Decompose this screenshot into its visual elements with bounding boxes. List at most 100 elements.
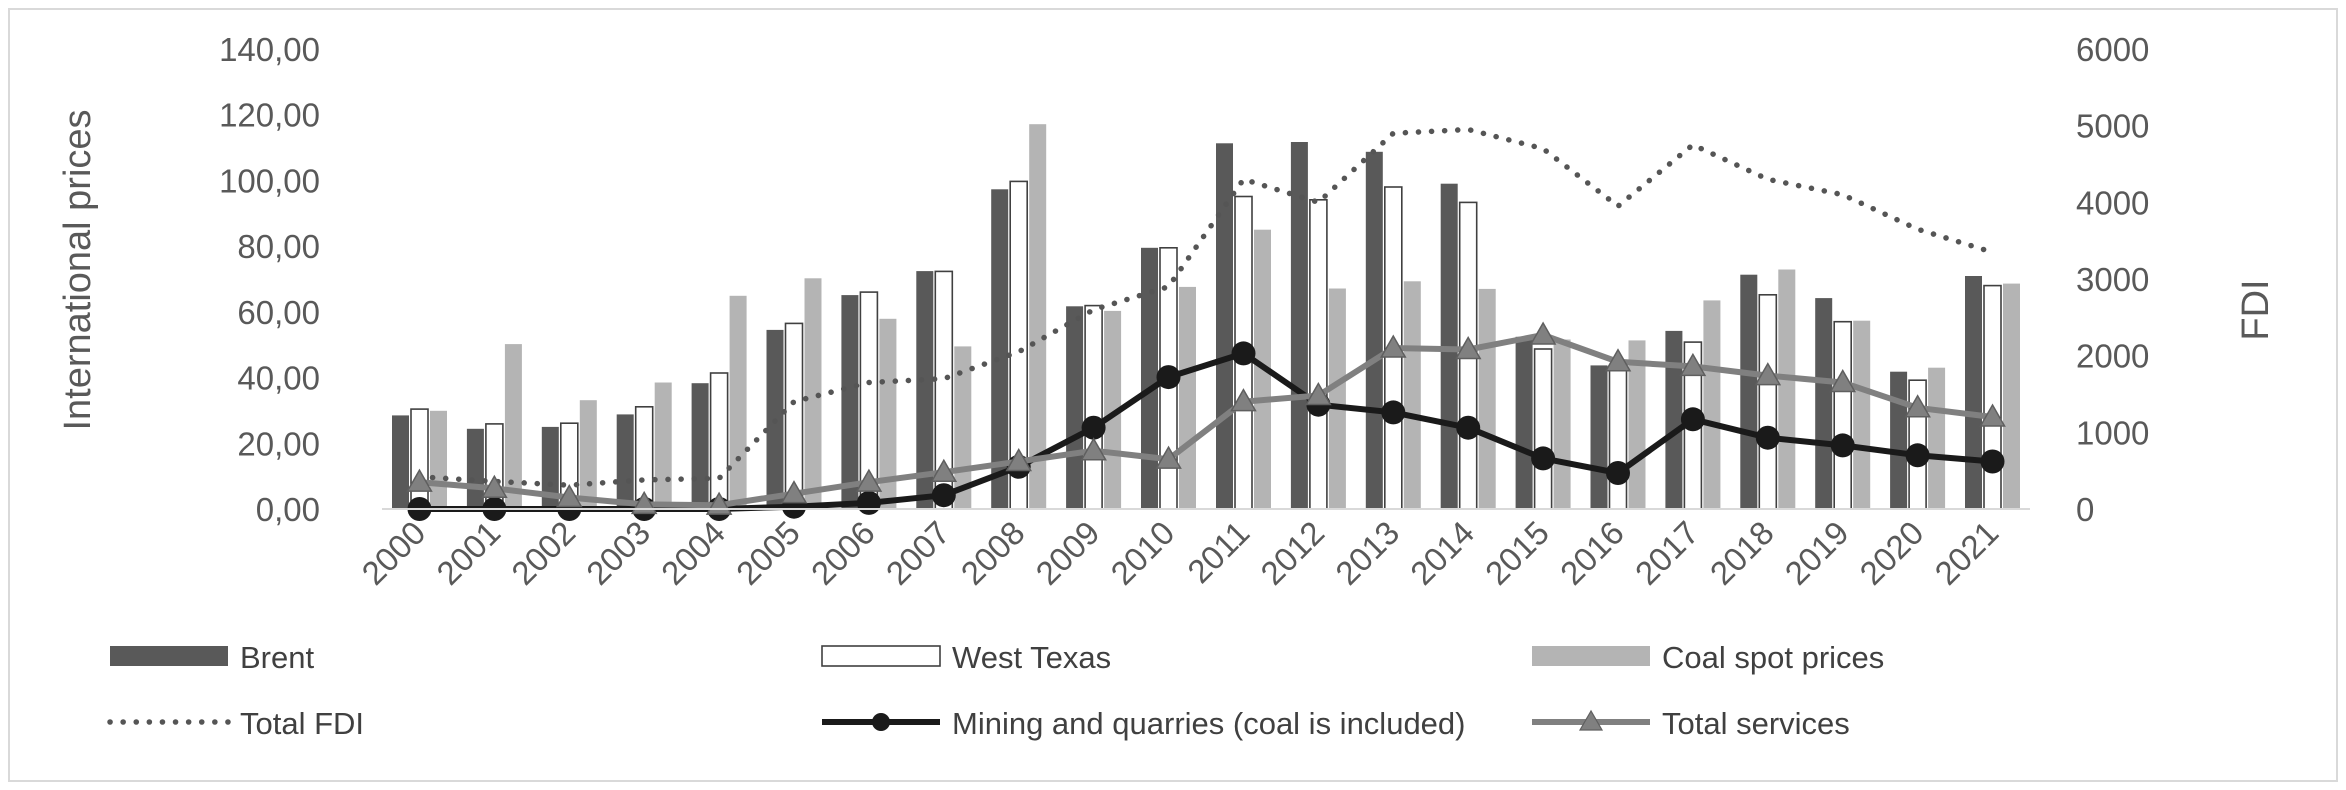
y2-tick-label: 0 — [2076, 491, 2094, 528]
x-tick-label: 2017 — [1628, 514, 1706, 592]
x-tick-label: 2012 — [1253, 514, 1331, 592]
marker-total-services-2000 — [406, 468, 433, 492]
legend-label: Mining and quarries (coal is included) — [952, 706, 1465, 741]
bar-west-texas-2012 — [1309, 199, 1328, 510]
bar-coal-spot-prices-2019 — [1853, 320, 1871, 509]
marker-mining-and-quarries-coal-is-included--2020 — [1905, 443, 1930, 468]
bar-brent-2013 — [1365, 151, 1383, 510]
marker-mining-and-quarries-coal-is-included--2017 — [1680, 407, 1705, 432]
y-tick-label: 40,00 — [237, 360, 320, 397]
bar-coal-spot-prices-2020 — [1928, 367, 1946, 509]
y-tick-label: 60,00 — [237, 294, 320, 331]
x-tick-label: 2005 — [729, 514, 807, 592]
bars-layer — [392, 124, 2020, 510]
bar-coal-spot-prices-2014 — [1478, 288, 1496, 509]
marker-total-services-2002 — [555, 483, 583, 508]
bar-coal-spot-prices-2021 — [2003, 283, 2020, 509]
marker-total-services-2019 — [1829, 368, 1857, 393]
marker-total-services-2017 — [1679, 352, 1707, 377]
y-tick-label: 20,00 — [237, 425, 320, 462]
marker-mining-and-quarries-coal-is-included--2021 — [1980, 449, 2005, 474]
y-axis-title: International prices — [57, 109, 99, 430]
y2-tick-label: 4000 — [2076, 184, 2149, 221]
bar-coal-spot-prices-2002 — [579, 400, 597, 509]
bar-west-texas-2021 — [1983, 284, 2002, 510]
y-tick-label: 80,00 — [237, 228, 320, 265]
marker-total-services-2015 — [1529, 321, 1557, 345]
bar-coal-spot-prices-2018 — [1778, 269, 1796, 509]
bar-coal-spot-prices-2003 — [654, 382, 672, 509]
bar-brent-2007 — [916, 271, 934, 509]
bar-west-texas-2009 — [1084, 304, 1103, 510]
x-tick-label: 2021 — [1927, 514, 2005, 592]
marker-mining-and-quarries-coal-is-included--2018 — [1755, 425, 1780, 450]
bar-west-texas-2004 — [709, 372, 729, 510]
bar-brent-2011 — [1216, 143, 1233, 510]
y2-axis-title: FDI — [2235, 279, 2277, 340]
chart-frame: 0,00 20,00 40,00 60,00 80,00 100,00 120,00 140,… — [8, 8, 2338, 782]
x-tick-label: 2000 — [354, 514, 432, 592]
bar-west-texas-2019 — [1833, 320, 1852, 510]
bar-brent-2019 — [1815, 298, 1833, 509]
marker-total-services-2007 — [930, 458, 958, 482]
bar-coal-spot-prices-2016 — [1628, 340, 1646, 509]
marker-total-services-2005 — [780, 480, 808, 504]
y-tick-label: 120,00 — [219, 97, 320, 134]
x-tick-label: 2008 — [954, 514, 1032, 592]
legend-swatch-coal — [1532, 646, 1650, 666]
marker-mining-and-quarries-coal-is-included--2013 — [1381, 400, 1406, 425]
bar-coal-spot-prices-2013 — [1403, 281, 1421, 509]
legend-label: Total services — [1662, 706, 1850, 741]
bar-brent-2004 — [691, 383, 709, 509]
y-tick-label: 0,00 — [256, 491, 320, 528]
x-tick-label: 2001 — [429, 514, 507, 592]
x-tick-label: 2009 — [1028, 514, 1106, 592]
bar-brent-2003 — [616, 414, 634, 509]
y-tick-label: 100,00 — [219, 162, 320, 199]
bar-west-texas-2015 — [1533, 348, 1553, 510]
marker-total-services-2001 — [481, 474, 508, 499]
marker-total-services-2018 — [1754, 362, 1782, 386]
marker-total-services-2011 — [1230, 388, 1257, 412]
bar-brent-2016 — [1590, 365, 1608, 509]
marker-mining-and-quarries-coal-is-included--2007 — [931, 483, 956, 508]
line-total-fdi — [416, 126, 1996, 488]
x-tick-label: 2019 — [1778, 514, 1856, 592]
legend-marker-services — [1578, 709, 1604, 731]
bar-brent-2001 — [466, 428, 484, 509]
bar-coal-spot-prices-2015 — [1553, 339, 1571, 509]
legend-item: West Texas — [821, 640, 1111, 675]
bar-west-texas-2016 — [1608, 365, 1628, 510]
bar-brent-2015 — [1515, 336, 1533, 509]
marker-total-services-2008 — [1005, 447, 1033, 472]
y2-tick-label: 5000 — [2076, 108, 2149, 145]
x-tick-label: 2003 — [579, 514, 657, 592]
legend-marker-mining — [872, 713, 890, 731]
bar-west-texas-2018 — [1758, 293, 1778, 510]
bar-brent-2017 — [1665, 330, 1683, 509]
bar-coal-spot-prices-2000 — [430, 410, 447, 509]
marker-total-services-2021 — [1979, 403, 2006, 427]
y-tick-label: 140,00 — [219, 31, 320, 68]
x-tick-label: 2006 — [804, 514, 882, 592]
x-tick-label: 2015 — [1478, 514, 1556, 592]
legend-label: West Texas — [952, 640, 1111, 675]
x-tick-label: 2016 — [1553, 514, 1631, 592]
legend-label: Total FDI — [240, 706, 364, 741]
bar-brent-2021 — [1965, 276, 1982, 509]
marker-mining-and-quarries-coal-is-included--2014 — [1456, 415, 1481, 440]
bar-brent-2009 — [1066, 306, 1084, 509]
bar-brent-2006 — [841, 295, 859, 509]
y2-tick-label: 6000 — [2076, 31, 2149, 68]
marker-mining-and-quarries-coal-is-included--2015 — [1531, 446, 1556, 471]
bar-coal-spot-prices-2017 — [1703, 300, 1721, 509]
bar-coal-spot-prices-2009 — [1104, 310, 1122, 509]
x-tick-label: 2014 — [1403, 514, 1481, 592]
line-total-services — [419, 332, 1993, 509]
marker-total-services-2010 — [1155, 445, 1182, 469]
bar-brent-2002 — [541, 426, 559, 509]
legend-layer: Brent West Texas Coal spot prices Total FDI… — [107, 640, 1884, 741]
bar-brent-2012 — [1290, 142, 1308, 509]
marker-total-services-2020 — [1904, 394, 1931, 418]
marker-total-services-2009 — [1080, 437, 1107, 461]
